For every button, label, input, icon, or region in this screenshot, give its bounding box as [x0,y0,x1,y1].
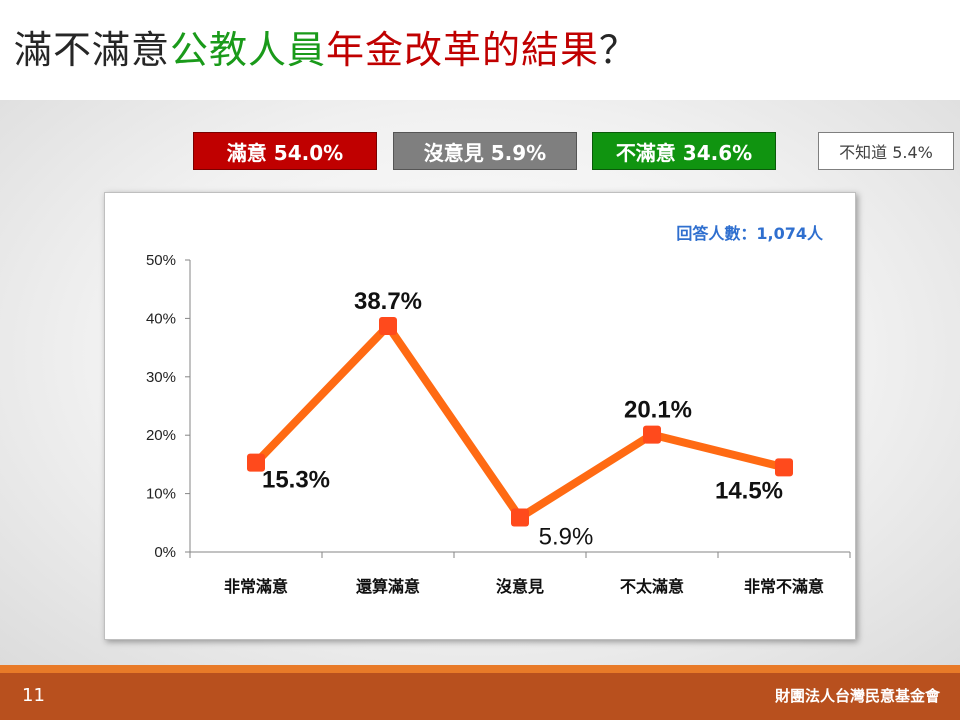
slide-title: 滿不滿意公教人員年金改革的結果？ [14,24,638,76]
y-tick-label: 10% [146,486,176,503]
line-chart: 0% 10% 20% 30% 40% 50% 非常滿意 還算滿意 沒意見 不太滿意 非常不滿意 15.… [146,252,851,596]
title-bar: 滿不滿意公教人員年金改革的結果？ [0,0,960,100]
page-number: 11 [22,685,45,706]
title-question-mark: ？ [599,28,639,72]
data-point [379,316,397,335]
data-label: 20.1% [624,397,692,424]
summary-satisfied: 滿意 54.0% [193,132,377,170]
x-category-label: 沒意見 [496,577,544,596]
x-category-label: 不太滿意 [620,577,684,596]
footer-bar: 11 財團法人台灣民意基金會 [0,665,960,720]
title-part-1: 滿不滿意 [14,28,171,72]
summary-unsatisfied: 不滿意 34.6% [592,132,776,170]
data-point [775,458,793,477]
series-line [253,321,785,522]
y-tick-label: 30% [146,369,176,386]
x-category-label: 非常不滿意 [744,577,824,596]
title-part-3: 年金改革的結果 [326,28,600,72]
y-tick-label: 40% [146,310,176,327]
organization-name: 財團法人台灣民意基金會 [774,687,940,705]
summary-unknown: 不知道 5.4% [818,132,954,170]
chart-panel: 0% 10% 20% 30% 40% 50% 非常滿意 還算滿意 沒意見 不太滿意 非常不滿意 15.… [104,192,856,640]
data-label: 14.5% [715,477,783,504]
y-tick-label: 20% [146,427,176,444]
data-label: 38.7% [354,288,422,315]
x-category-label: 還算滿意 [356,577,420,596]
title-part-2: 公教人員 [170,28,327,72]
y-tick-label: 0% [154,544,176,561]
data-label: 15.3% [262,467,330,494]
data-point [643,425,661,444]
respondent-count: 回答人數：1,074人 [676,224,823,243]
summary-no-opinion: 沒意見 5.9% [393,132,577,170]
data-label: 5.9% [539,524,594,551]
x-category-label: 非常滿意 [224,577,288,596]
y-tick-label: 50% [146,252,176,269]
data-point [247,453,265,472]
data-point [511,508,529,527]
